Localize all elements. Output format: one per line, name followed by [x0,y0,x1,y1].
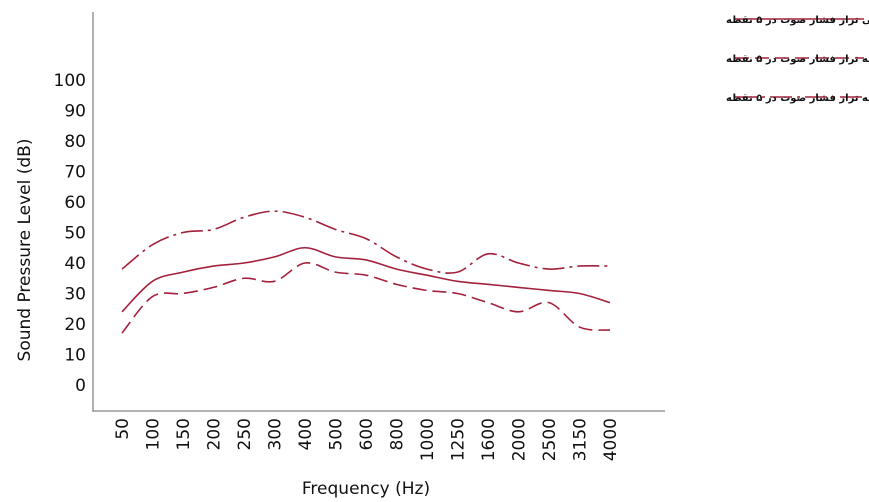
y-tick-label: 100 [54,71,86,91]
y-axis-label: Sound Pressure Level (dB) [15,139,35,362]
x-tick-label: 4000 [601,418,621,461]
y-tick-label: 90 [64,102,86,122]
x-tick-label: 100 [144,418,164,450]
y-tick-label: 0 [75,376,86,396]
y-tick-label: 30 [64,285,86,305]
data-line [121,262,611,334]
data-line [121,210,611,274]
x-axis-label: Frequency (Hz) [302,479,430,499]
legend-label: میانگین مقادیر کمینه تراز فشار صوت در ۵ … [726,52,869,65]
x-tick-label: 150 [174,418,194,450]
y-tick-label: 50 [64,224,86,244]
x-tick-label: 2500 [540,418,560,461]
x-tick-label: 1000 [418,418,438,461]
x-tick-label: 50 [113,418,133,440]
x-tick-label: 600 [357,418,377,450]
x-tick-label: 200 [205,418,225,450]
x-tick-label: 1250 [449,418,469,461]
y-tick-label: 20 [64,315,86,335]
legend-label: میانگین مقادیر میانگینی تراز فشار صوت در… [726,13,869,26]
x-tick-label: 300 [266,418,286,450]
y-tick-label: 80 [64,132,86,152]
x-tick-label: 1600 [479,418,499,461]
x-tick-label: 400 [296,418,316,450]
data-line [121,246,611,313]
legend-label: میانگین مقادیر بیشینه تراز فشار صوت در ۵… [726,91,869,104]
y-tick-label: 70 [64,163,86,183]
y-tick-label: 60 [64,193,86,213]
x-tick-label: 250 [235,418,255,450]
x-tick-label: 500 [327,418,347,450]
x-tick-label: 3150 [571,418,591,461]
x-tick-label: 800 [388,418,408,450]
x-tick-label: 2000 [510,418,530,461]
y-tick-label: 40 [64,254,86,274]
y-tick-label: 10 [64,346,86,366]
